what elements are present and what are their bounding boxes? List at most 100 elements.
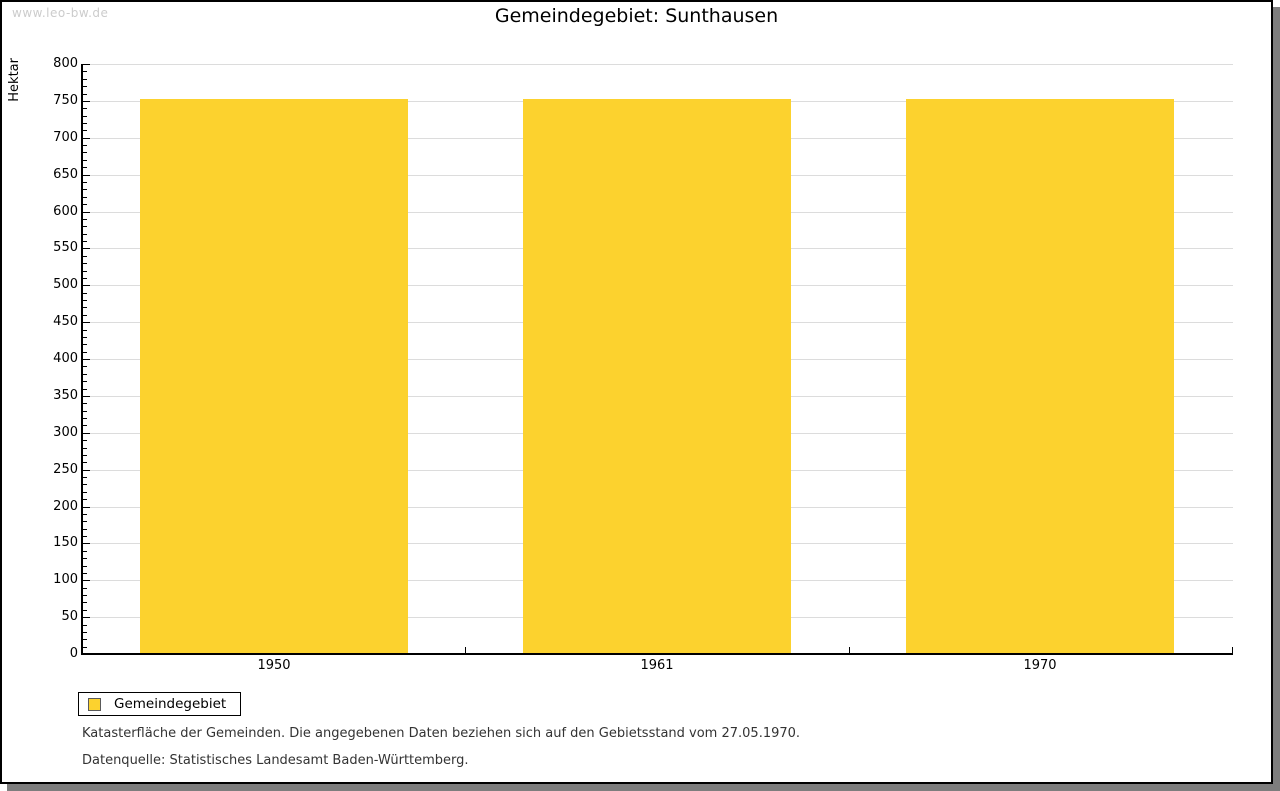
y-minor-tick (83, 374, 87, 375)
y-minor-tick (83, 293, 87, 294)
y-minor-tick (83, 566, 87, 567)
y-minor-tick (83, 219, 87, 220)
y-minor-tick (83, 108, 87, 109)
y-minor-tick (83, 234, 87, 235)
y-minor-tick (83, 86, 87, 87)
y-tick-label: 50 (61, 609, 78, 624)
x-axis-line (81, 653, 1233, 655)
y-axis-line (81, 64, 83, 654)
y-major-tick (83, 248, 90, 249)
y-minor-tick (83, 226, 87, 227)
footnote-source-note: Katasterfläche der Gemeinden. Die angege… (82, 726, 801, 741)
y-minor-tick (83, 448, 87, 449)
y-minor-tick (83, 418, 87, 419)
y-tick-label: 800 (53, 56, 78, 71)
y-tick-label: 350 (53, 388, 78, 403)
y-minor-tick (83, 337, 87, 338)
y-minor-tick (83, 241, 87, 242)
y-minor-tick (83, 197, 87, 198)
x-boundary-tick (849, 647, 850, 653)
y-minor-tick (83, 632, 87, 633)
y-major-tick (83, 359, 90, 360)
y-minor-tick (83, 352, 87, 353)
x-boundary-tick (1232, 647, 1233, 653)
bar-1970 (906, 99, 1174, 653)
y-gridline (84, 64, 1233, 65)
legend-label: Gemeindegebiet (114, 696, 227, 712)
y-minor-tick (83, 573, 87, 574)
y-minor-tick (83, 116, 87, 117)
y-minor-tick (83, 204, 87, 205)
y-minor-tick (83, 558, 87, 559)
y-minor-tick (83, 389, 87, 390)
y-minor-tick (83, 610, 87, 611)
y-minor-tick (83, 123, 87, 124)
y-tick-label: 550 (53, 240, 78, 255)
y-tick-label: 500 (53, 277, 78, 292)
chart-title: Gemeindegebiet: Sunthausen (494, 5, 779, 27)
y-major-tick (83, 322, 90, 323)
y-minor-tick (83, 536, 87, 537)
y-tick-label: 600 (53, 204, 78, 219)
y-minor-tick (83, 152, 87, 153)
x-boundary-tick (465, 647, 466, 653)
y-minor-tick (83, 521, 87, 522)
bar-1950 (140, 99, 408, 653)
y-minor-tick (83, 595, 87, 596)
y-major-tick (83, 138, 90, 139)
y-minor-tick (83, 514, 87, 515)
y-minor-tick (83, 647, 87, 648)
y-minor-tick (83, 256, 87, 257)
legend-swatch-icon (88, 697, 101, 711)
bar-1961 (523, 99, 791, 653)
y-minor-tick (83, 588, 87, 589)
footnote-data-source: Datenquelle: Statistisches Landesamt Bad… (82, 753, 469, 768)
y-minor-tick (83, 403, 87, 404)
y-minor-tick (83, 330, 87, 331)
watermark-text: www.leo-bw.de (12, 6, 109, 20)
y-minor-tick (83, 307, 87, 308)
y-minor-tick (83, 602, 87, 603)
y-tick-label: 750 (53, 93, 78, 108)
y-minor-tick (83, 425, 87, 426)
y-tick-label: 300 (53, 425, 78, 440)
y-minor-tick (83, 94, 87, 95)
y-tick-label: 450 (53, 314, 78, 329)
y-major-tick (83, 580, 90, 581)
y-major-tick (83, 470, 90, 471)
y-minor-tick (83, 529, 87, 530)
y-minor-tick (83, 71, 87, 72)
y-tick-label: 0 (69, 646, 78, 661)
y-minor-tick (83, 462, 87, 463)
y-major-tick (83, 543, 90, 544)
y-minor-tick (83, 278, 87, 279)
x-tick-label-1970: 1970 (1023, 658, 1057, 673)
y-minor-tick (83, 484, 87, 485)
y-minor-tick (83, 145, 87, 146)
y-tick-label: 150 (53, 535, 78, 550)
y-minor-tick (83, 492, 87, 493)
y-minor-tick (83, 160, 87, 161)
y-minor-tick (83, 344, 87, 345)
y-minor-tick (83, 189, 87, 190)
y-minor-tick (83, 300, 87, 301)
y-minor-tick (83, 79, 87, 80)
y-minor-tick (83, 639, 87, 640)
y-tick-label: 250 (53, 462, 78, 477)
y-minor-tick (83, 366, 87, 367)
y-major-tick (83, 212, 90, 213)
y-minor-tick (83, 440, 87, 441)
y-minor-tick (83, 381, 87, 382)
y-major-tick (83, 396, 90, 397)
y-minor-tick (83, 551, 87, 552)
y-major-tick (83, 507, 90, 508)
y-minor-tick (83, 455, 87, 456)
y-major-tick (83, 64, 90, 65)
y-major-tick (83, 433, 90, 434)
y-minor-tick (83, 271, 87, 272)
x-tick-label-1950: 1950 (257, 658, 291, 673)
y-major-tick (83, 285, 90, 286)
y-minor-tick (83, 411, 87, 412)
legend-box: Gemeindegebiet (78, 692, 242, 716)
